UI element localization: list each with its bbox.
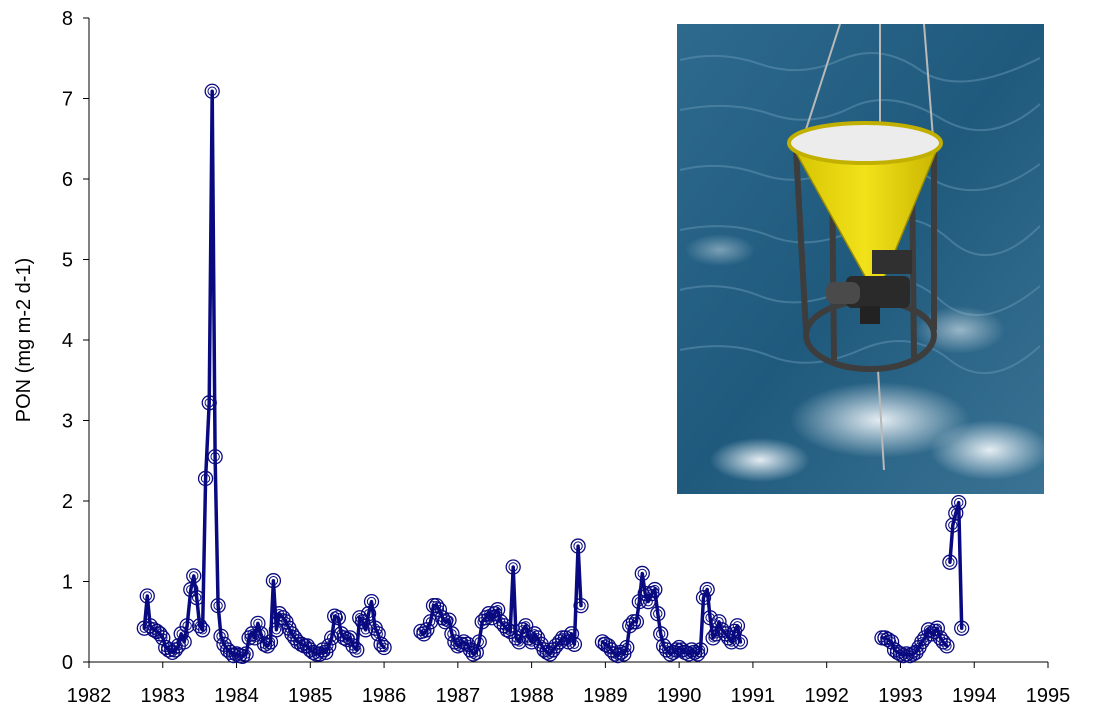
data-point bbox=[573, 598, 589, 614]
x-tick-label: 1995 bbox=[1026, 685, 1071, 707]
series-segment bbox=[136, 83, 392, 665]
data-point bbox=[566, 636, 583, 652]
x-tick-label: 1982 bbox=[67, 685, 112, 707]
x-tick-label: 1993 bbox=[878, 685, 923, 707]
data-point bbox=[490, 602, 506, 618]
data-point bbox=[422, 614, 439, 630]
data-point bbox=[945, 517, 961, 533]
x-tick-label: 1994 bbox=[952, 685, 997, 707]
series-segment bbox=[413, 538, 589, 662]
data-point bbox=[951, 494, 967, 511]
y-tick-label: 1 bbox=[62, 572, 73, 594]
data-point bbox=[647, 581, 663, 598]
data-point bbox=[732, 634, 749, 650]
data-point bbox=[619, 639, 635, 656]
data-point bbox=[321, 638, 337, 654]
data-point bbox=[729, 618, 746, 634]
data-point bbox=[189, 589, 205, 606]
series-line bbox=[948, 500, 964, 630]
y-tick-label: 7 bbox=[62, 89, 73, 111]
x-tick-label: 1989 bbox=[583, 685, 628, 707]
x-tick-label: 1985 bbox=[288, 685, 333, 707]
data-point bbox=[342, 630, 358, 646]
data-point bbox=[444, 626, 460, 642]
data-point bbox=[505, 559, 521, 575]
data-point bbox=[431, 602, 448, 618]
data-point bbox=[265, 573, 282, 589]
data-point bbox=[711, 614, 727, 630]
data-point bbox=[176, 634, 192, 650]
y-tick-label: 8 bbox=[62, 8, 73, 30]
data-point bbox=[650, 606, 666, 622]
data-point bbox=[262, 634, 279, 650]
data-point bbox=[373, 636, 389, 652]
series-line bbox=[419, 544, 583, 656]
data-point bbox=[207, 449, 223, 465]
x-tick-label: 1990 bbox=[657, 685, 702, 707]
x-tick-label: 1983 bbox=[141, 685, 186, 707]
data-point bbox=[471, 634, 487, 650]
photo-trap-mesh-top bbox=[787, 121, 943, 165]
sediment-trap-photo bbox=[677, 23, 1050, 494]
data-point bbox=[653, 626, 669, 642]
data-point bbox=[360, 606, 377, 622]
y-tick-label: 3 bbox=[62, 411, 73, 433]
data-point bbox=[197, 470, 214, 487]
data-point bbox=[570, 538, 586, 554]
series-segment bbox=[942, 494, 970, 636]
x-tick-label: 1991 bbox=[731, 685, 776, 707]
data-point bbox=[349, 642, 365, 658]
y-tick-label: 4 bbox=[62, 330, 73, 352]
data-point bbox=[194, 622, 211, 638]
data-point bbox=[238, 646, 254, 662]
x-axis-ticks: 1982 1983 1984 1985 1986 1987 1988 1989 1990 1991… bbox=[67, 662, 1071, 707]
photo-sea-foam bbox=[685, 234, 1050, 482]
y-tick-label: 2 bbox=[62, 491, 73, 513]
photo-suspension-cables bbox=[799, 23, 935, 471]
data-point bbox=[634, 565, 650, 582]
data-point bbox=[692, 642, 709, 658]
data-point bbox=[268, 622, 285, 638]
x-tick-label: 1987 bbox=[436, 685, 481, 707]
data-point bbox=[699, 581, 715, 598]
y-axis-ticks: 0 1 2 3 4 5 6 7 8 bbox=[62, 8, 89, 674]
photo-trap-collector bbox=[826, 250, 912, 324]
data-point bbox=[376, 639, 392, 656]
data-point bbox=[954, 620, 970, 636]
data-point bbox=[186, 568, 202, 584]
y-tick-label: 5 bbox=[62, 250, 73, 272]
series-segment bbox=[874, 620, 955, 664]
data-point bbox=[139, 588, 155, 604]
data-point bbox=[210, 598, 226, 614]
data-point bbox=[179, 618, 195, 634]
y-axis-title: PON (mg m-2 d-1) bbox=[13, 258, 35, 422]
y-tick-label: 6 bbox=[62, 169, 73, 191]
data-point bbox=[363, 593, 380, 610]
plot-area bbox=[136, 83, 970, 665]
x-tick-label: 1984 bbox=[214, 685, 259, 707]
data-point bbox=[204, 83, 220, 99]
data-point bbox=[518, 618, 534, 634]
data-point bbox=[628, 614, 645, 630]
series-line bbox=[600, 571, 743, 658]
x-tick-label: 1986 bbox=[362, 685, 407, 707]
series-segment bbox=[594, 565, 749, 664]
data-point bbox=[939, 638, 955, 654]
data-point bbox=[201, 395, 217, 411]
x-tick-label: 1988 bbox=[509, 685, 554, 707]
data-point bbox=[942, 554, 958, 570]
x-tick-label: 1992 bbox=[804, 685, 849, 707]
series-line bbox=[142, 89, 386, 659]
data-point bbox=[213, 628, 229, 644]
y-tick-label: 0 bbox=[62, 652, 73, 674]
data-point bbox=[330, 610, 346, 626]
